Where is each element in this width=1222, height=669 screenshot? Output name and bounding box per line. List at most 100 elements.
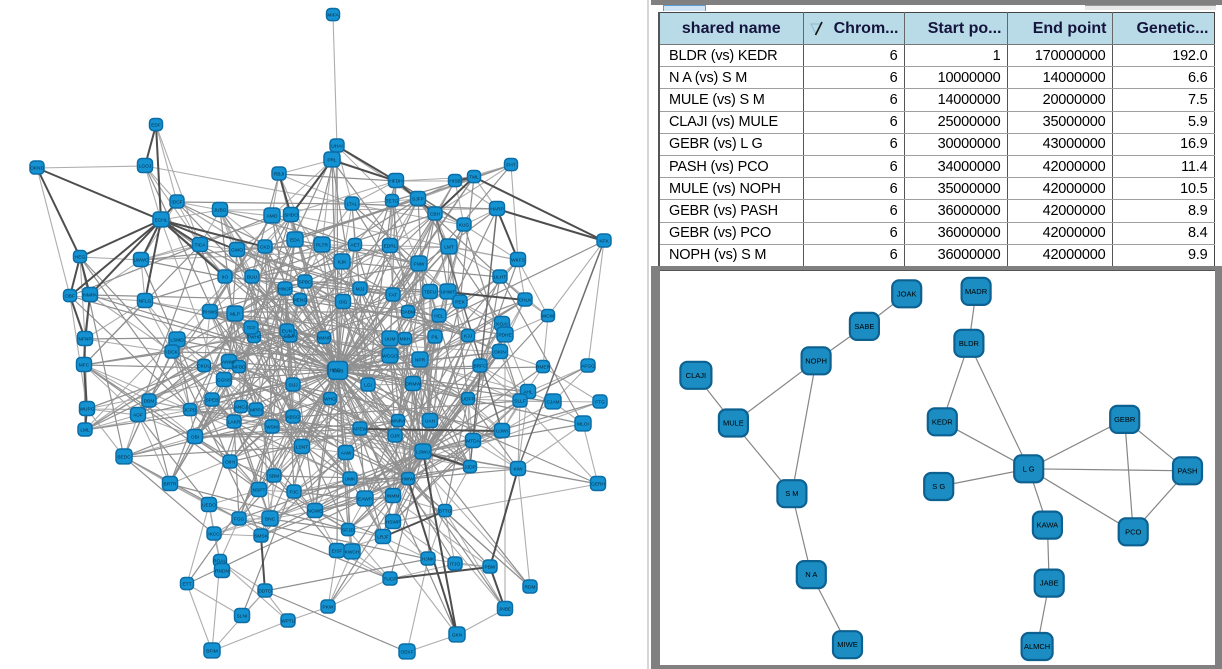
svg-text:JABE: JABE (1040, 579, 1059, 588)
svg-text:EDA: EDA (290, 238, 301, 244)
svg-text:EDRL: EDRL (384, 244, 397, 250)
svg-text:APEW: APEW (353, 427, 368, 433)
svg-text:MIFA: MIFA (327, 13, 339, 19)
svg-text:PKW: PKW (323, 605, 334, 611)
svg-text:JCPD: JCPD (184, 408, 197, 414)
svg-text:ECHL: ECHL (155, 218, 168, 224)
svg-text:ETT: ETT (182, 582, 191, 588)
svg-text:UHAI: UHAI (331, 144, 342, 150)
svg-text:KIW: KIW (513, 467, 523, 473)
svg-text:SJFP: SJFP (412, 197, 424, 203)
svg-text:WKFS: WKFS (511, 258, 525, 264)
svg-text:MLOI: MLOI (577, 422, 589, 428)
svg-text:MFC: MFC (79, 363, 90, 369)
svg-text:OIHI: OIHI (225, 460, 235, 466)
svg-text:TBFU: TBFU (424, 290, 437, 296)
svg-text:OEKF: OEKF (400, 650, 413, 656)
svg-text:RNDN: RNDN (215, 569, 229, 575)
svg-text:N A: N A (805, 570, 817, 579)
svg-text:SLNI: SLNI (237, 614, 248, 620)
svg-text:IDCF: IDCF (171, 200, 182, 206)
svg-text:FNW: FNW (414, 262, 425, 268)
svg-text:ORMW: ORMW (405, 382, 421, 388)
svg-text:UUM: UUM (385, 337, 396, 343)
svg-text:AMO: AMO (267, 214, 278, 220)
svg-text:FTG: FTG (595, 400, 605, 406)
svg-text:MIWE: MIWE (837, 640, 857, 649)
svg-text:RHWS: RHWS (203, 310, 218, 316)
svg-text:CJAM: CJAM (546, 400, 559, 406)
svg-text:MADR: MADR (965, 287, 988, 296)
svg-text:NGWE: NGWE (308, 509, 323, 515)
svg-text:LWWC: LWWC (134, 258, 149, 264)
svg-text:KOAI: KOAI (496, 322, 507, 328)
svg-text:IIWW: IIWW (402, 477, 414, 483)
svg-text:ANWF: ANWF (222, 360, 236, 366)
svg-text:HSWP: HSWP (386, 520, 400, 526)
svg-text:HWJP: HWJP (278, 287, 292, 293)
svg-text:HISB: HISB (449, 179, 460, 185)
svg-text:EDF: EDF (151, 123, 161, 129)
svg-text:OIG: OIG (339, 300, 348, 306)
svg-text:JJDP: JJDP (464, 465, 475, 471)
svg-text:WSM: WSM (266, 425, 278, 431)
svg-text:JOAK: JOAK (897, 289, 917, 298)
svg-text:ITJO: ITJO (450, 562, 461, 568)
svg-text:LGOJ: LGOJ (139, 164, 152, 170)
svg-text:OBI: OBI (191, 435, 199, 441)
svg-text:UOFP: UOFP (461, 397, 474, 403)
svg-text:KFK: KFK (599, 239, 609, 245)
svg-text:PJC: PJC (289, 490, 299, 496)
svg-text:FHT: FHT (506, 163, 515, 169)
svg-text:NFNP: NFNP (78, 337, 91, 343)
svg-text:LAKR: LAKR (228, 420, 241, 426)
svg-text:L G: L G (1023, 464, 1035, 473)
svg-text:MULE: MULE (723, 419, 744, 428)
svg-text:IKCC: IKCC (208, 532, 220, 538)
svg-text:RDM: RDM (525, 585, 536, 591)
svg-text:FGG: FGG (234, 517, 245, 523)
svg-text:UAH: UAH (425, 419, 436, 425)
svg-text:AHL: AHL (523, 390, 533, 396)
svg-text:EUN: EUN (282, 329, 293, 335)
svg-text:NOPH: NOPH (805, 356, 827, 365)
svg-text:IIO: IIO (222, 275, 229, 281)
svg-text:JNBE: JNBE (499, 607, 511, 613)
svg-text:SBM: SBM (269, 474, 279, 480)
svg-text:SHDO: SHDO (284, 213, 298, 219)
svg-text:KWB: KWB (333, 369, 344, 375)
svg-text:KEDR: KEDR (932, 417, 953, 426)
svg-text:MLP: MLP (230, 312, 240, 318)
svg-text:EAWP: EAWP (358, 497, 372, 503)
svg-text:TFP: TFP (246, 326, 255, 332)
svg-text:LMT: LMT (444, 245, 454, 251)
svg-text:OKIN: OKIN (494, 350, 506, 356)
svg-text:BRTR: BRTR (164, 482, 178, 488)
svg-text:TICA: TICA (195, 243, 207, 249)
svg-text:BTTG: BTTG (439, 509, 452, 515)
svg-text:OKND: OKND (30, 166, 44, 172)
svg-text:SFJD: SFJD (342, 528, 355, 534)
svg-text:GWO: GWO (231, 248, 243, 254)
svg-text:DABM: DABM (401, 310, 415, 316)
svg-text:IDCK: IDCK (166, 350, 178, 356)
svg-text:CHLK: CHLK (519, 298, 533, 304)
svg-text:TETG: TETG (386, 199, 399, 205)
svg-text:TUCP: TUCP (383, 577, 396, 583)
svg-text:HBO: HBO (330, 368, 341, 374)
svg-text:EISF: EISF (332, 549, 343, 555)
svg-text:KJJ: KJJ (464, 334, 473, 340)
svg-text:PLTR: PLTR (316, 243, 328, 249)
svg-text:KJK: KJK (338, 260, 348, 266)
svg-text:TWHF: TWHF (247, 335, 261, 341)
svg-text:SMSK: SMSK (254, 534, 268, 540)
svg-text:MPPI: MPPI (250, 408, 262, 414)
svg-text:AAW: AAW (341, 451, 352, 457)
svg-text:SPEB: SPEB (206, 398, 219, 404)
svg-text:MTDA: MTDA (466, 439, 480, 445)
svg-text:NFLG: NFLG (139, 299, 152, 305)
svg-text:LRJF: LRJF (377, 535, 389, 541)
svg-text:CBH: CBH (430, 212, 441, 218)
svg-text:GERH: GERH (591, 482, 605, 488)
svg-text:OJR: OJR (390, 434, 400, 440)
